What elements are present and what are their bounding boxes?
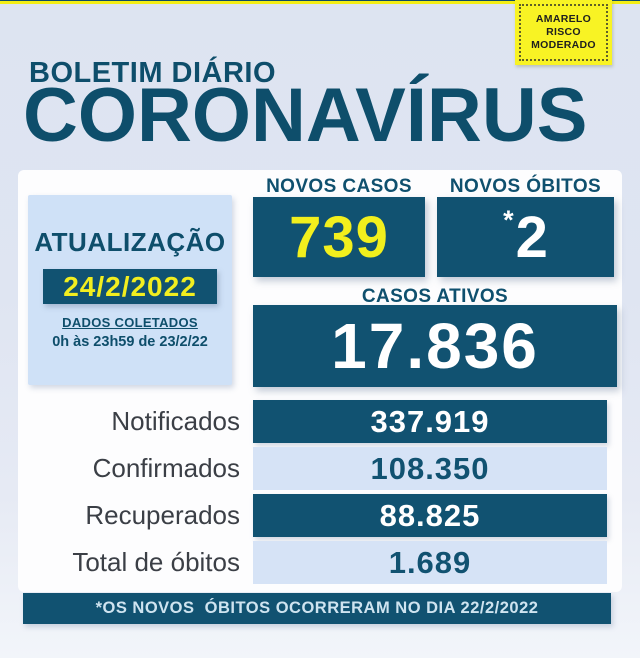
top-yellow-strip bbox=[0, 1, 640, 4]
risk-badge-line-3: MODERADO bbox=[531, 39, 596, 51]
active-cases-value: 17.836 bbox=[331, 310, 539, 382]
new-deaths-box: * 2 bbox=[437, 197, 614, 277]
active-cases-box: 17.836 bbox=[253, 305, 617, 387]
risk-badge-line-1: AMARELO bbox=[535, 13, 592, 25]
table-row: Confirmados 108.350 bbox=[0, 447, 640, 490]
table-row: Notificados 337.919 bbox=[0, 400, 640, 443]
risk-level-badge-border: AMARELO RISCO MODERADO bbox=[519, 4, 608, 61]
new-deaths-label: NOVOS ÓBITOS bbox=[449, 176, 602, 197]
deaths-footnote-text: *OS NOVOS ÓBITOS OCORRERAM NO DIA 22/2/2… bbox=[95, 599, 539, 617]
table-row: Total de óbitos 1.689 bbox=[0, 541, 640, 584]
row-value-notificados: 337.919 bbox=[253, 400, 607, 443]
active-cases-label: CASOS ATIVOS bbox=[361, 286, 509, 307]
update-panel-title: ATUALIZAÇÃO bbox=[34, 227, 226, 257]
new-deaths-value: 2 bbox=[515, 204, 548, 270]
new-cases-box: 739 bbox=[253, 197, 425, 277]
row-value-total-obitos: 1.689 bbox=[253, 541, 607, 584]
risk-badge-line-2: RISCO bbox=[546, 26, 581, 38]
collected-data-label: DADOS COLETADOS bbox=[62, 315, 198, 330]
collected-data-period: 0h às 23h59 de 23/2/22 bbox=[52, 334, 208, 350]
bulletin-kicker: BOLETIM DIÁRIO bbox=[29, 57, 277, 89]
new-cases-value: 739 bbox=[289, 204, 389, 270]
row-label-total-obitos: Total de óbitos bbox=[72, 547, 240, 577]
new-deaths-asterisk: * bbox=[503, 204, 514, 235]
page-title: CORONAVÍRUS bbox=[23, 73, 588, 158]
deaths-footnote-bar: *OS NOVOS ÓBITOS OCORRERAM NO DIA 22/2/2… bbox=[23, 593, 611, 624]
table-row: Recuperados 88.825 bbox=[0, 494, 640, 537]
top-edge-line bbox=[0, 0, 640, 1]
risk-level-badge: AMARELO RISCO MODERADO bbox=[515, 0, 612, 65]
new-cases-label: NOVOS CASOS bbox=[266, 176, 412, 197]
row-label-recuperados: Recuperados bbox=[85, 500, 240, 530]
update-panel: ATUALIZAÇÃO 24/2/2022 DADOS COLETADOS 0h… bbox=[28, 195, 232, 385]
row-label-notificados: Notificados bbox=[111, 406, 240, 436]
row-value-confirmados: 108.350 bbox=[253, 447, 607, 490]
row-label-confirmados: Confirmados bbox=[92, 453, 240, 483]
update-date: 24/2/2022 bbox=[63, 271, 197, 302]
update-date-box: 24/2/2022 bbox=[43, 269, 217, 304]
row-value-recuperados: 88.825 bbox=[253, 494, 607, 537]
